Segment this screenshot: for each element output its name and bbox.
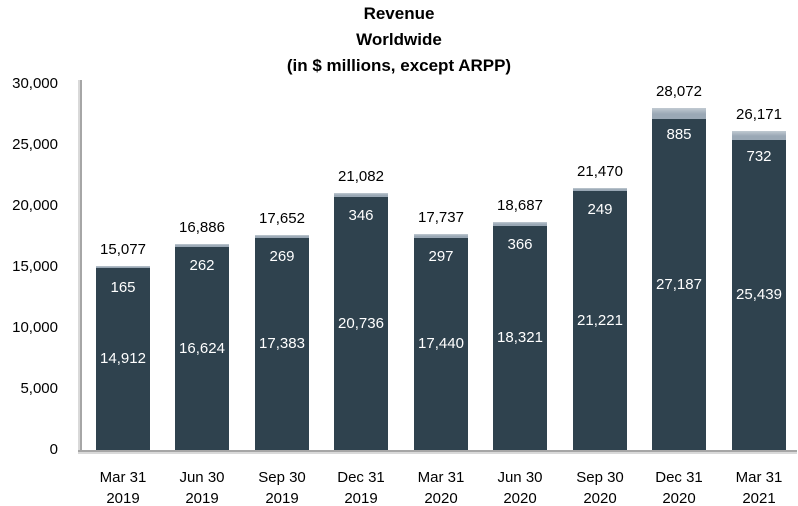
- y-tick-label: 0: [49, 441, 58, 458]
- x-category-label: Mar 31 2020: [399, 467, 483, 506]
- x-category-label: Sep 30 2019: [240, 467, 324, 506]
- bar-total-label: 21,082: [338, 168, 384, 185]
- stacked-bar: 28,072 885 27,187: [652, 83, 706, 450]
- stacked-bar: 15,077 165 14,912: [96, 241, 150, 450]
- bar-base-segment: 346 20,736: [334, 197, 388, 450]
- bar-top-segment-label: 346: [348, 207, 374, 224]
- bar-top-segment: [732, 131, 786, 140]
- x-axis-line: [78, 450, 797, 452]
- bar-top-segment-label: 732: [746, 148, 772, 165]
- bar-base-segment-label: 20,736: [338, 314, 384, 332]
- bar-base-segment-label: 27,187: [656, 275, 702, 293]
- bar-base-segment: 262 16,624: [175, 247, 229, 450]
- x-category-date: Mar 31: [99, 469, 147, 486]
- stacked-bar: 21,470 249 21,221: [573, 163, 627, 450]
- bar-top-segment-label: 269: [269, 248, 295, 265]
- bar-base-segment: 165 14,912: [96, 268, 150, 450]
- chart-title-line1: Revenue: [363, 4, 435, 23]
- bar-base-segment: 249 21,221: [573, 191, 627, 450]
- x-category-label: Jun 30 2019: [160, 467, 244, 506]
- x-category-date: Dec 31: [655, 469, 703, 486]
- y-tick-label: 25,000: [12, 136, 58, 153]
- stacked-bar: 17,737 297 17,440: [414, 209, 468, 450]
- bar-top-segment-label: 366: [507, 236, 533, 253]
- x-category-label: Mar 31 2019: [81, 467, 165, 506]
- x-category-date: Mar 31: [417, 469, 465, 486]
- bar-base-segment: 297 17,440: [414, 238, 468, 450]
- bar-top-segment-label: 297: [428, 248, 454, 265]
- x-category-label: Sep 30 2020: [558, 467, 642, 506]
- x-category-date: Jun 30: [497, 469, 543, 486]
- stacked-bar: 18,687 366 18,321: [493, 197, 547, 450]
- bar-top-segment: [255, 235, 309, 238]
- x-category-year: 2020: [662, 490, 696, 506]
- bar-top-segment: [652, 108, 706, 119]
- x-category-year: 2019: [344, 490, 378, 506]
- x-category-year: 2019: [106, 490, 140, 506]
- x-category-label: Jun 30 2020: [478, 467, 562, 506]
- bar-top-segment: [175, 244, 229, 247]
- x-category-year: 2019: [265, 490, 299, 506]
- stacked-bar: 16,886 262 16,624: [175, 219, 229, 450]
- stacked-bar: 21,082 346 20,736: [334, 168, 388, 450]
- x-category-year: 2019: [185, 490, 219, 506]
- x-category-label: Mar 31 2021: [717, 467, 798, 506]
- bar-total-label: 17,737: [418, 209, 464, 226]
- y-tick-label: 20,000: [12, 197, 58, 214]
- x-category-year: 2020: [503, 490, 537, 506]
- x-category-year: 2021: [742, 490, 776, 506]
- y-axis-line: [80, 80, 82, 452]
- bar-top-segment-label: 165: [110, 279, 136, 296]
- bar-top-segment: [414, 234, 468, 238]
- stacked-bar: 26,171 732 25,439: [732, 106, 786, 450]
- x-category-date: Jun 30: [179, 469, 225, 486]
- bar-base-segment-label: 14,912: [100, 350, 146, 367]
- bar-base-segment: 366 18,321: [493, 226, 547, 450]
- bar-total-label: 21,470: [577, 163, 623, 180]
- x-category-date: Sep 30: [576, 469, 624, 486]
- x-category-label: Dec 31 2020: [637, 467, 721, 506]
- bar-total-label: 15,077: [100, 241, 146, 258]
- bar-total-label: 18,687: [497, 197, 543, 214]
- bar-base-segment: 885 27,187: [652, 119, 706, 450]
- bar-base-segment-label: 21,221: [577, 311, 623, 329]
- stacked-bar: 17,652 269 17,383: [255, 210, 309, 450]
- bar-top-segment: [334, 193, 388, 197]
- bar-base-segment: 732 25,439: [732, 140, 786, 450]
- x-category-date: Mar 31: [735, 469, 783, 486]
- bar-top-segment: [573, 188, 627, 191]
- bar-top-segment: [493, 222, 547, 226]
- bar-base-segment-label: 17,440: [418, 335, 464, 352]
- bar-total-label: 17,652: [259, 210, 305, 227]
- x-category-label: Dec 31 2019: [319, 467, 403, 506]
- bar-top-segment-label: 262: [189, 257, 215, 274]
- x-category-year: 2020: [583, 490, 617, 506]
- chart-title-line2: Worldwide: [356, 30, 442, 49]
- bar-total-label: 26,171: [736, 106, 782, 123]
- x-category-year: 2020: [424, 490, 458, 506]
- bar-total-label: 28,072: [656, 83, 702, 100]
- y-tick-label: 30,000: [12, 75, 58, 92]
- y-tick-label: 15,000: [12, 258, 58, 275]
- x-category-date: Dec 31: [337, 469, 385, 486]
- bar-total-label: 16,886: [179, 219, 225, 236]
- y-tick-label: 10,000: [12, 319, 58, 336]
- x-category-date: Sep 30: [258, 469, 306, 486]
- bar-base-segment-label: 16,624: [179, 339, 225, 357]
- bar-base-segment: 269 17,383: [255, 238, 309, 450]
- bar-top-segment-label: 885: [666, 126, 692, 143]
- bar-base-segment-label: 18,321: [497, 329, 543, 346]
- bar-top-segment-label: 249: [587, 201, 613, 218]
- bar-base-segment-label: 17,383: [259, 335, 305, 352]
- bar-top-segment: [96, 266, 150, 268]
- chart-title-line3: (in $ millions, except ARPP): [286, 56, 512, 75]
- chart-title: Revenue Worldwide (in $ millions, except…: [0, 1, 798, 79]
- y-tick-label: 5,000: [20, 380, 58, 397]
- bar-base-segment-label: 25,439: [736, 286, 782, 303]
